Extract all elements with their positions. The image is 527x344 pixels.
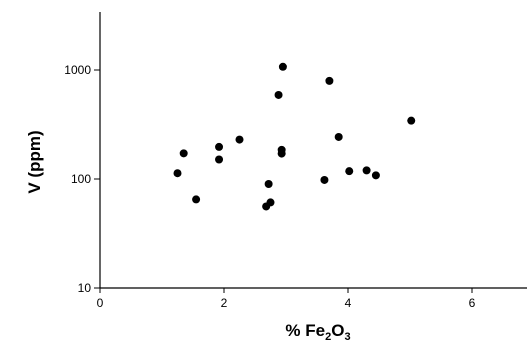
x-axis-title-sub2: 3 [344, 331, 350, 343]
data-point [334, 132, 343, 141]
data-point [362, 166, 371, 175]
data-point [320, 175, 329, 184]
x-tick-label: 6 [469, 296, 476, 310]
y-tick-label: 1000 [64, 63, 91, 77]
data-point [192, 195, 201, 204]
data-point [407, 116, 416, 125]
x-tick-label: 0 [97, 296, 104, 310]
data-point [277, 149, 286, 158]
x-axis-title-mid: O [331, 321, 344, 340]
y-tick-label: 10 [78, 281, 92, 295]
data-point [371, 171, 380, 180]
x-tick-label: 4 [345, 296, 352, 310]
data-point [266, 198, 275, 207]
data-point [264, 179, 273, 188]
data-point [215, 142, 224, 151]
x-tick-label: 2 [221, 296, 228, 310]
data-point [173, 169, 182, 178]
data-point [179, 149, 188, 158]
ticks: 0 2 4 6 10 100 1000 [64, 63, 475, 310]
data-point [345, 167, 354, 176]
x-axis-title: % Fe2O3 [285, 321, 350, 343]
data-points [173, 62, 416, 211]
data-point [278, 62, 287, 71]
data-point [325, 76, 334, 85]
x-axis-title-prefix: % Fe [285, 321, 325, 340]
y-axis-title: V (ppm) [25, 130, 44, 193]
axes [99, 12, 527, 289]
data-point [274, 90, 283, 99]
x-axis-title-sub1: 2 [325, 331, 331, 343]
data-point [215, 155, 224, 164]
data-point [235, 135, 244, 144]
y-tick-label: 100 [71, 172, 91, 186]
